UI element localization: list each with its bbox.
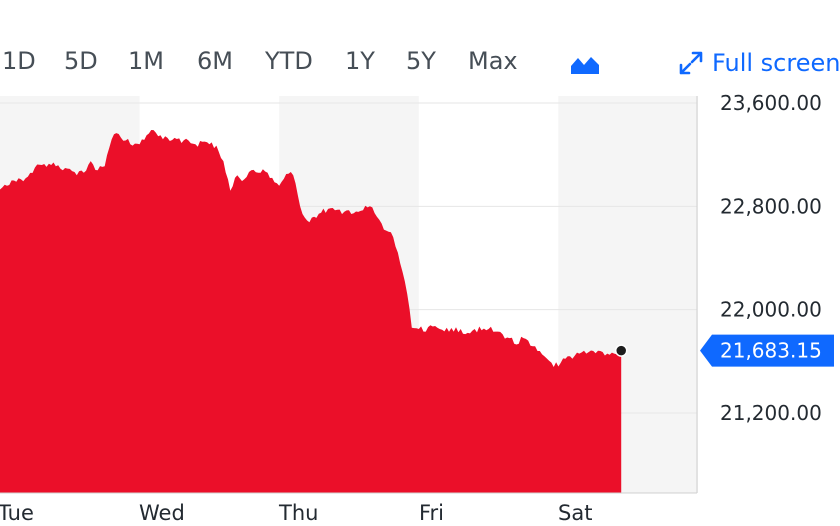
chart-type-button[interactable]: [570, 52, 600, 76]
range-tab-5y[interactable]: 5Y: [406, 47, 436, 75]
x-tick-label: Thu: [278, 501, 318, 525]
last-price-label: 21,683.15: [720, 339, 822, 363]
last-price-tag-background: [700, 334, 834, 367]
x-tick-label: Wed: [139, 501, 185, 525]
range-tab-max[interactable]: Max: [468, 47, 518, 75]
x-tick-label: Fri: [419, 501, 444, 525]
x-axis-ticks: Tue Wed Thu Fri Sat: [0, 501, 592, 525]
price-area: [0, 130, 622, 493]
range-tab-1y[interactable]: 1Y: [345, 47, 375, 75]
last-price-tag: 21,683.15: [700, 334, 834, 367]
x-tick-label: Tue: [0, 501, 34, 525]
chart-toolbar: 1D 5D 1M 6M YTD 1Y 5Y Max Full screen: [0, 0, 840, 96]
expand-arrows-icon: [679, 51, 703, 75]
fullscreen-label: Full screen: [712, 49, 840, 77]
y-tick-label: 22,800.00: [720, 194, 822, 218]
x-tick-label: Sat: [558, 501, 592, 525]
range-tab-1m[interactable]: 1M: [128, 47, 164, 75]
y-tick-label: 23,600.00: [720, 91, 822, 115]
y-tick-label: 22,000.00: [720, 298, 822, 322]
range-tab-6m[interactable]: 6M: [197, 47, 233, 75]
y-axis-ticks: 23,600.00 22,800.00 22,000.00 21,200.00: [720, 91, 822, 425]
range-tab-ytd[interactable]: YTD: [265, 47, 313, 75]
range-tab-1d[interactable]: 1D: [2, 47, 36, 75]
mountain-chart-icon: [571, 57, 599, 74]
range-tab-5d[interactable]: 5D: [64, 47, 98, 75]
last-price-marker: [614, 344, 628, 357]
y-tick-label: 21,200.00: [720, 401, 822, 425]
